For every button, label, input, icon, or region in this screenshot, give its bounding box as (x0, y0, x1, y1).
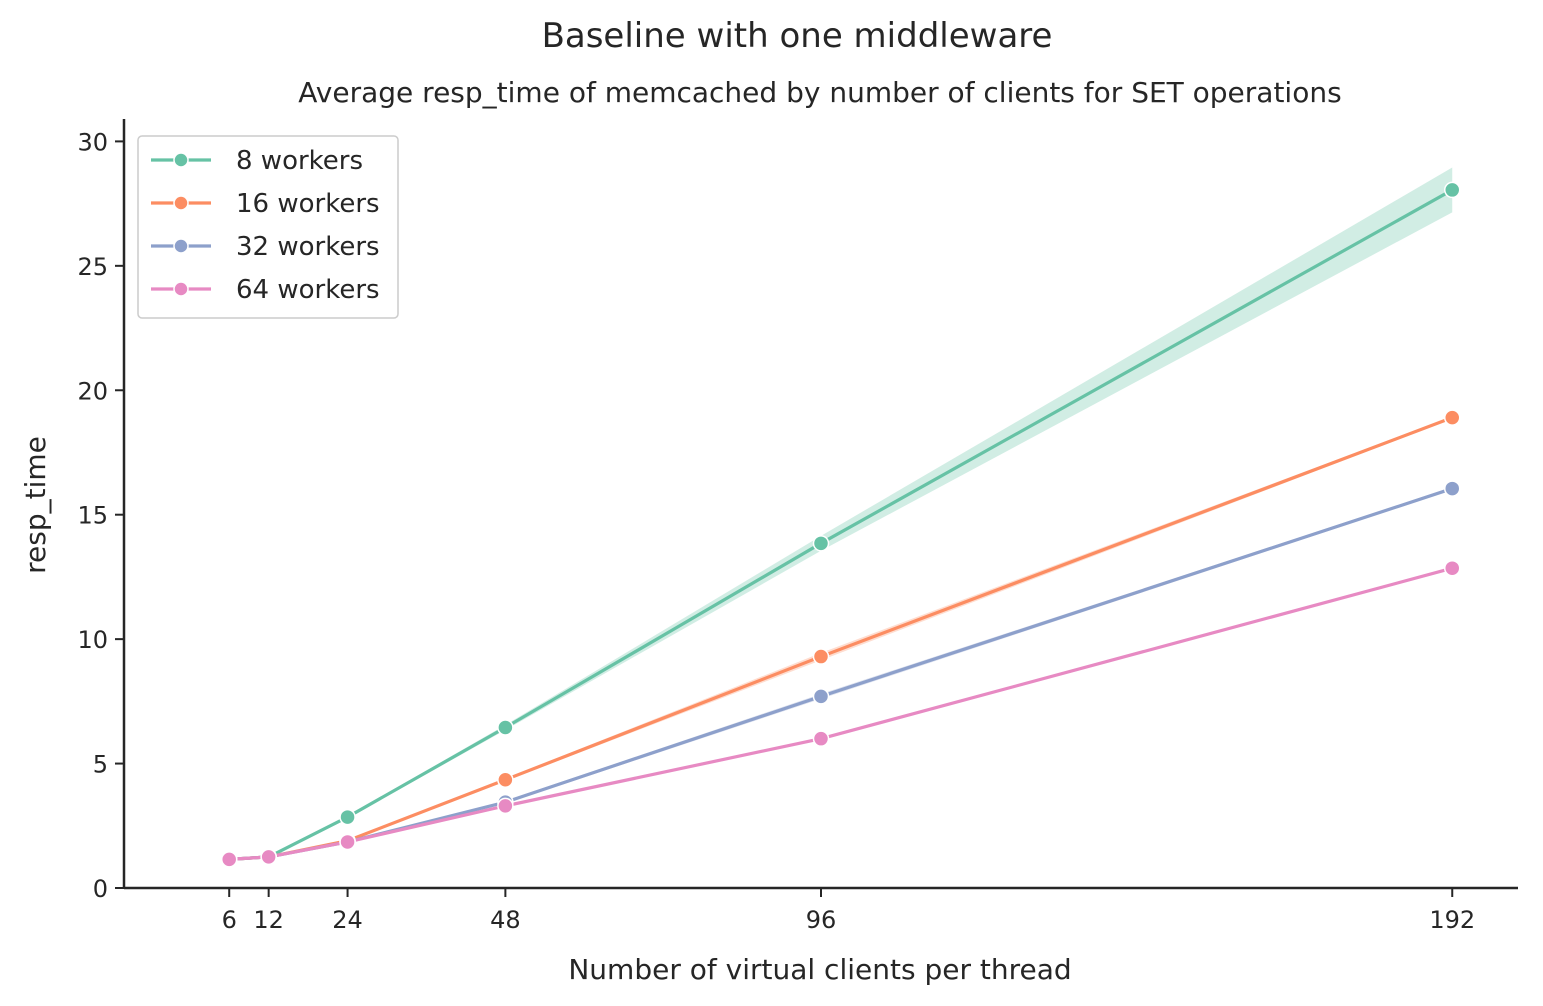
legend-label-2: 32 workers (236, 232, 380, 262)
legend-marker-2 (173, 238, 189, 254)
data-point (497, 771, 514, 788)
data-point (260, 848, 277, 866)
data-point (339, 833, 356, 851)
y-tick-label: 30 (77, 128, 108, 156)
legend-marker-1 (173, 195, 189, 211)
x-tick-label: 48 (490, 906, 521, 934)
x-axis-label: Number of virtual clients per thread (568, 953, 1071, 986)
legend-marker-0 (173, 152, 189, 168)
y-axis-label: resp_time (19, 436, 52, 574)
confidence-bands (229, 167, 1453, 860)
confidence-band-0 (229, 167, 1453, 860)
chart-suptitle: Baseline with one middleware (542, 16, 1053, 56)
x-tick-label: 96 (806, 906, 837, 934)
y-tick-label: 20 (77, 377, 108, 405)
series-line-1 (227, 416, 1454, 861)
y-tick-label: 0 (93, 875, 108, 903)
legend-box (137, 135, 399, 319)
axes: 6 12 24 48 96 192 0 5 10 15 20 25 30 (77, 119, 1518, 934)
legend-label-0: 8 workers (236, 146, 363, 176)
legend: 8 workers 16 workers 32 workers 64 workers (137, 135, 399, 319)
data-point (1443, 480, 1461, 497)
data-point (220, 851, 238, 868)
legend-label-1: 16 workers (236, 189, 380, 219)
data-point (497, 719, 514, 736)
data-point (339, 808, 356, 826)
data-point (812, 688, 830, 705)
x-tick-label: 12 (253, 906, 284, 934)
data-point (812, 730, 830, 747)
series-line-2 (227, 486, 1454, 861)
data-point (1443, 409, 1461, 426)
x-tick-label: 192 (1429, 906, 1475, 934)
legend-marker-3 (173, 281, 189, 297)
confidence-band-2 (229, 487, 1453, 860)
x-tick-label: 6 (222, 906, 237, 934)
y-tick-label: 25 (77, 253, 108, 281)
data-point (497, 797, 514, 815)
chart-title: Average resp_time of memcached by number… (298, 76, 1341, 109)
x-tick-label: 24 (332, 906, 363, 934)
data-point (1443, 181, 1461, 199)
data-point (1443, 559, 1461, 577)
legend-label-3: 64 workers (236, 275, 380, 305)
confidence-band-1 (229, 416, 1453, 860)
y-tick-label: 15 (77, 502, 108, 530)
data-point (812, 648, 830, 665)
y-tick-label: 5 (93, 751, 108, 779)
series-markers (220, 181, 1461, 868)
y-tick-label: 10 (77, 626, 108, 654)
data-point (812, 535, 830, 552)
